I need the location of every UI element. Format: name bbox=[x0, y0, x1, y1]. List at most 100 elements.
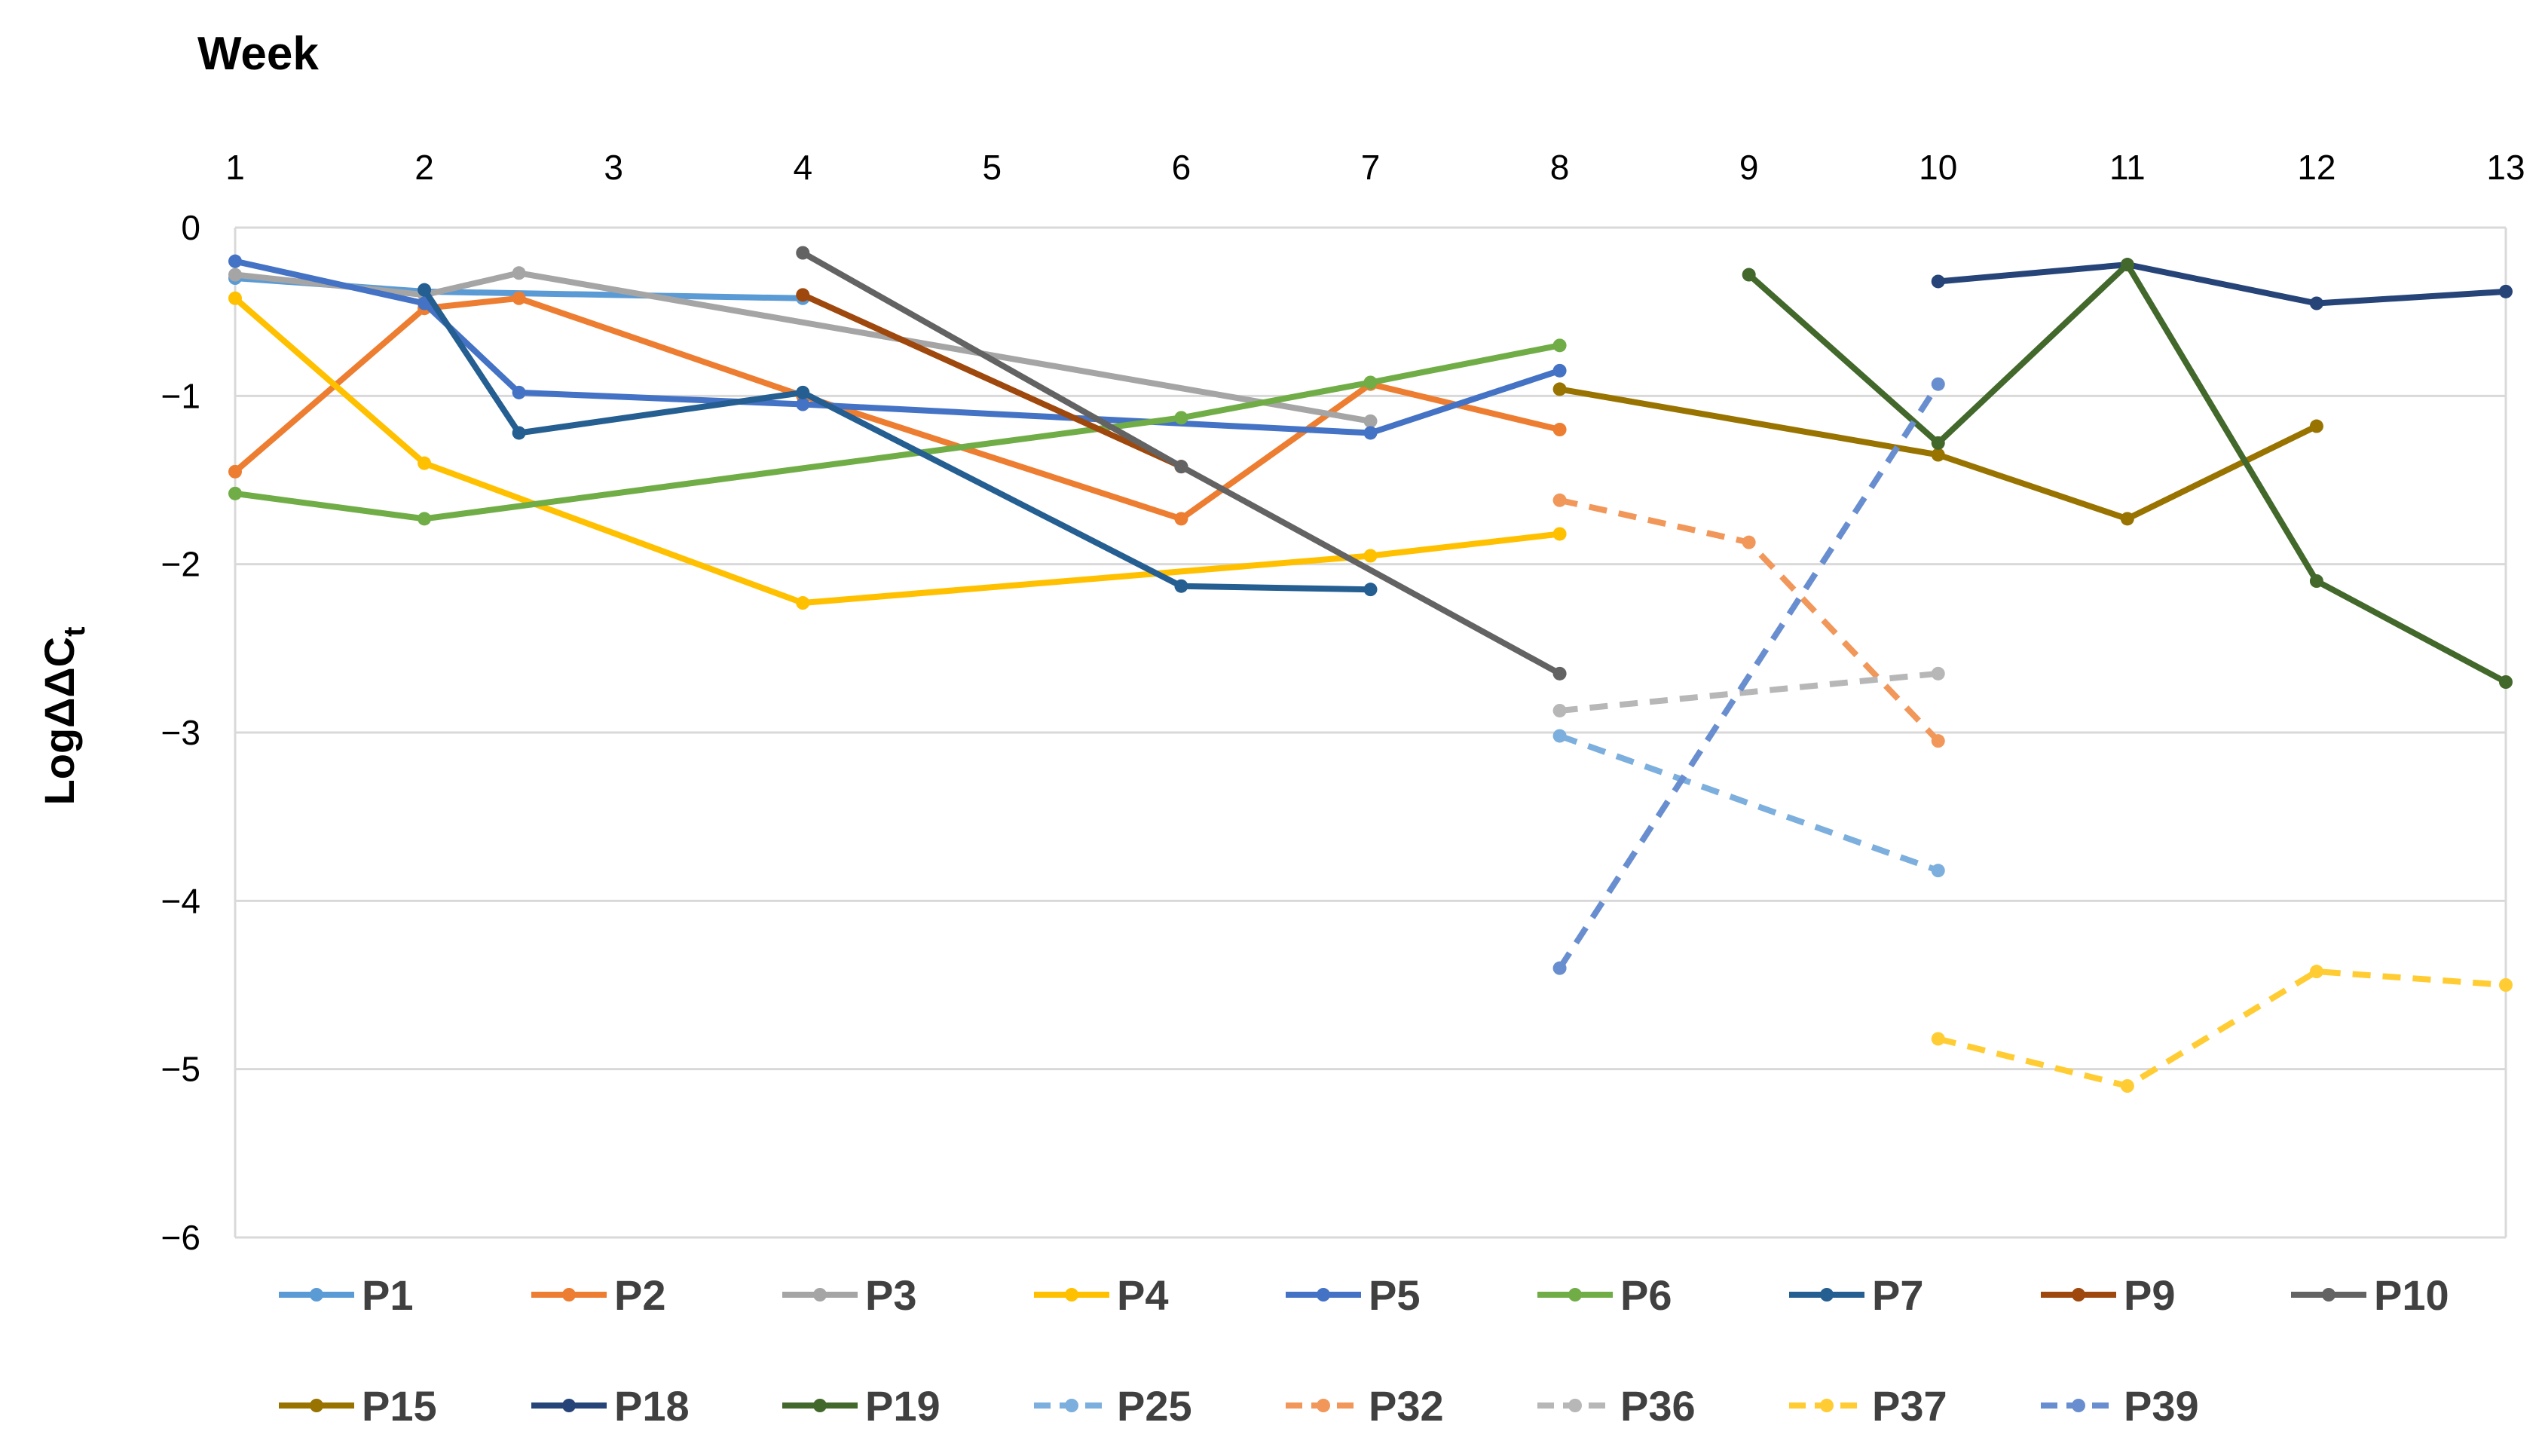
y-axis-label: LogΔΔCt bbox=[35, 627, 91, 806]
legend-marker-p32 bbox=[1317, 1399, 1330, 1412]
data-point-p19 bbox=[2120, 258, 2134, 272]
data-point-p18 bbox=[2309, 296, 2323, 310]
data-point-p4 bbox=[796, 596, 810, 610]
data-point-p25 bbox=[1931, 864, 1945, 878]
data-point-p2 bbox=[1174, 512, 1188, 526]
legend-marker-p25 bbox=[1065, 1399, 1078, 1412]
legend-marker-p18 bbox=[562, 1399, 576, 1412]
x-tick-label: 10 bbox=[1919, 148, 1957, 187]
legend-item-p15: P15 bbox=[279, 1382, 437, 1430]
legend-marker-p2 bbox=[562, 1288, 576, 1302]
legend-label-p32: P32 bbox=[1369, 1382, 1444, 1430]
data-point-p36 bbox=[1931, 666, 1945, 681]
data-point-p5 bbox=[1363, 426, 1378, 440]
y-axis-label-subscript: t bbox=[58, 627, 91, 637]
data-point-p5 bbox=[228, 254, 242, 268]
legend-label-p19: P19 bbox=[865, 1382, 941, 1430]
series-line-p15 bbox=[1556, 386, 2320, 522]
y-tick-label: −1 bbox=[161, 376, 200, 415]
legend-label-p5: P5 bbox=[1369, 1271, 1421, 1319]
data-point-p32 bbox=[1931, 734, 1945, 748]
data-point-p25 bbox=[1552, 729, 1567, 743]
series-p39 bbox=[1552, 377, 1945, 975]
data-point-p10 bbox=[1174, 460, 1188, 474]
legend-item-p3: P3 bbox=[782, 1271, 917, 1319]
data-point-p5 bbox=[512, 385, 526, 399]
x-tick-label: 7 bbox=[1361, 148, 1381, 187]
data-point-p15 bbox=[2120, 512, 2134, 526]
series-line-p37 bbox=[1937, 968, 2507, 1089]
y-tick-label: −3 bbox=[161, 713, 200, 752]
data-point-p39 bbox=[1552, 961, 1567, 975]
data-point-p7 bbox=[796, 385, 810, 399]
data-point-p19 bbox=[1931, 436, 1945, 450]
series-p18 bbox=[1931, 258, 2513, 310]
data-point-p19 bbox=[2499, 675, 2513, 689]
legend-marker-p10 bbox=[2322, 1288, 2335, 1302]
legend: P1 P2 P3 P4 P5 P6 P7 P9 P10 P15 P18 P19 P25 P32 P36 P37… bbox=[279, 1271, 2449, 1430]
data-point-p37 bbox=[2120, 1079, 2134, 1093]
legend-marker-p19 bbox=[813, 1399, 827, 1412]
x-tick-label: 13 bbox=[2486, 148, 2525, 187]
y-tick-label: −2 bbox=[161, 545, 200, 584]
series-line-p5 bbox=[232, 258, 1563, 436]
data-point-p6 bbox=[1363, 375, 1378, 390]
x-tick-label: 3 bbox=[604, 148, 623, 187]
x-tick-label: 1 bbox=[225, 148, 245, 187]
series-p10 bbox=[796, 246, 1567, 681]
data-point-p37 bbox=[2309, 965, 2323, 979]
series-p7 bbox=[418, 283, 1378, 597]
data-point-p19 bbox=[2309, 574, 2323, 588]
legend-label-p18: P18 bbox=[614, 1382, 690, 1430]
series-line-p25 bbox=[1559, 733, 1940, 873]
x-tick-label: 12 bbox=[2297, 148, 2335, 187]
legend-item-p9: P9 bbox=[2041, 1271, 2176, 1319]
y-tick-label: −6 bbox=[161, 1218, 200, 1257]
legend-marker-p15 bbox=[310, 1399, 323, 1412]
data-point-p37 bbox=[1931, 1032, 1945, 1046]
data-point-p18 bbox=[1931, 274, 1945, 289]
legend-item-p36: P36 bbox=[1537, 1382, 1696, 1430]
data-point-p2 bbox=[512, 291, 526, 305]
legend-label-p4: P4 bbox=[1117, 1271, 1169, 1319]
data-point-p2 bbox=[228, 464, 242, 479]
data-point-p5 bbox=[796, 397, 810, 411]
legend-marker-p37 bbox=[1820, 1399, 1834, 1412]
data-point-p7 bbox=[1363, 583, 1378, 597]
legend-marker-p3 bbox=[813, 1288, 827, 1302]
data-point-p7 bbox=[418, 283, 432, 297]
legend-marker-p7 bbox=[1820, 1288, 1834, 1302]
data-point-p15 bbox=[2309, 419, 2323, 433]
data-point-p7 bbox=[1174, 579, 1188, 593]
data-point-p4 bbox=[1552, 527, 1567, 541]
legend-label-p37: P37 bbox=[1872, 1382, 1947, 1430]
data-point-p15 bbox=[1552, 382, 1567, 396]
legend-label-p3: P3 bbox=[865, 1271, 917, 1319]
legend-item-p4: P4 bbox=[1034, 1271, 1169, 1319]
data-point-p6 bbox=[228, 486, 242, 500]
legend-marker-p39 bbox=[2072, 1399, 2085, 1412]
gridlines bbox=[235, 394, 2506, 1239]
legend-item-p1: P1 bbox=[279, 1271, 414, 1319]
y-tick-label: −4 bbox=[161, 881, 200, 920]
legend-item-p18: P18 bbox=[531, 1382, 690, 1430]
data-point-p36 bbox=[1552, 703, 1567, 717]
axes bbox=[234, 226, 2507, 1237]
data-point-p3 bbox=[228, 268, 242, 282]
legend-marker-p36 bbox=[1568, 1399, 1582, 1412]
series-line-p18 bbox=[1935, 262, 2509, 307]
data-point-p6 bbox=[418, 512, 432, 526]
data-point-p10 bbox=[1552, 666, 1567, 681]
legend-item-p6: P6 bbox=[1537, 1271, 1672, 1319]
series-line-p19 bbox=[1745, 262, 2509, 685]
legend-label-p1: P1 bbox=[362, 1271, 414, 1319]
data-point-p6 bbox=[1552, 338, 1567, 353]
data-point-p39 bbox=[1931, 377, 1945, 391]
series-line-p9 bbox=[800, 292, 1185, 470]
legend-label-p6: P6 bbox=[1620, 1271, 1672, 1319]
series-line-p36 bbox=[1559, 670, 1939, 714]
data-point-p2 bbox=[1552, 423, 1567, 436]
x-tick-label: 6 bbox=[1172, 148, 1191, 187]
legend-item-p39: P39 bbox=[2041, 1382, 2199, 1430]
legend-marker-p1 bbox=[310, 1288, 323, 1302]
